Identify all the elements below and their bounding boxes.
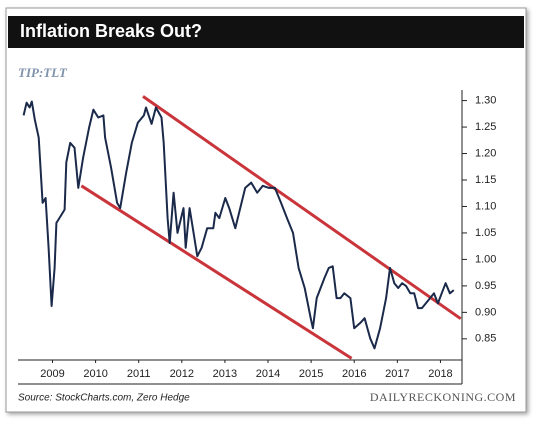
y-tick-label: 1.10 xyxy=(475,200,496,212)
plot-area xyxy=(22,95,462,360)
y-tick-label: 1.00 xyxy=(475,253,496,265)
y-tick-label: 0.95 xyxy=(475,280,496,292)
x-tick-label: 2018 xyxy=(428,368,452,380)
x-tick-label: 2016 xyxy=(342,368,366,380)
brand: DAILYRECKONING.COM xyxy=(370,390,516,404)
y-tick-label: 0.90 xyxy=(475,306,496,318)
frame xyxy=(5,7,527,413)
header-bar xyxy=(8,16,524,48)
x-tick-label: 2015 xyxy=(299,368,323,380)
chart-title: Inflation Breaks Out? xyxy=(20,21,202,41)
y-tick-label: 1.25 xyxy=(475,121,496,133)
chart-subtitle: TIP:TLT xyxy=(18,65,68,80)
y-tick-label: 1.05 xyxy=(475,227,496,239)
y-tick-label: 1.30 xyxy=(475,94,496,106)
y-tick-label: 1.20 xyxy=(475,147,496,159)
y-tick-label: 1.15 xyxy=(475,174,496,186)
y-tick-label: 0.85 xyxy=(475,333,496,345)
trend-line xyxy=(142,95,462,320)
x-tick-label: 2014 xyxy=(256,368,280,380)
source-note: Source: StockCharts.com, Zero Hedge xyxy=(18,393,190,404)
trend-line xyxy=(80,184,353,360)
x-tick-label: 2017 xyxy=(385,368,409,380)
x-tick-label: 2012 xyxy=(170,368,194,380)
x-tick-label: 2010 xyxy=(83,368,107,380)
x-tick-label: 2011 xyxy=(127,368,151,380)
x-tick-label: 2013 xyxy=(213,368,237,380)
x-tick-label: 2009 xyxy=(40,368,64,380)
data-line xyxy=(22,100,455,350)
